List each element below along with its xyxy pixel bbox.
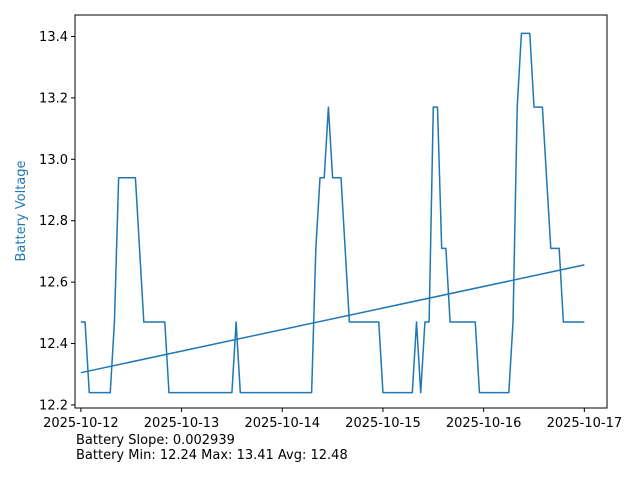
y-axis-label: Battery Voltage: [14, 160, 29, 261]
plot-lines: [80, 32, 585, 394]
x-tick-label: 2025-10-14: [244, 416, 320, 431]
battery-voltage-line: [80, 32, 585, 394]
trend-line: [80, 264, 585, 374]
plot-frame: [74, 14, 608, 409]
x-tick-label: 2025-10-13: [144, 416, 220, 431]
y-tick-label: 12.6: [39, 276, 68, 291]
x-tick-label: 2025-10-17: [547, 416, 623, 431]
x-tick-label: 2025-10-16: [446, 416, 522, 431]
y-tick-label: 12.4: [39, 337, 68, 352]
battery-slope-text: Battery Slope: 0.002939: [76, 433, 235, 448]
y-axis: 12.2 12.4 12.6 12.8 13.0 13.2 13.4: [39, 30, 75, 413]
y-tick-label: 13.0: [39, 153, 68, 168]
y-tick-label: 12.8: [39, 214, 68, 229]
y-tick-label: 13.2: [39, 91, 68, 106]
y-tick-label: 12.2: [39, 398, 68, 413]
x-tick-label: 2025-10-12: [43, 416, 119, 431]
battery-min-max-avg-text: Battery Min: 12.24 Max: 13.41 Avg: 12.48: [76, 448, 348, 463]
x-axis: 2025-10-12 2025-10-13 2025-10-14 2025-10-15…: [43, 408, 622, 431]
x-tick-label: 2025-10-15: [345, 416, 421, 431]
y-tick-label: 13.4: [39, 30, 68, 45]
